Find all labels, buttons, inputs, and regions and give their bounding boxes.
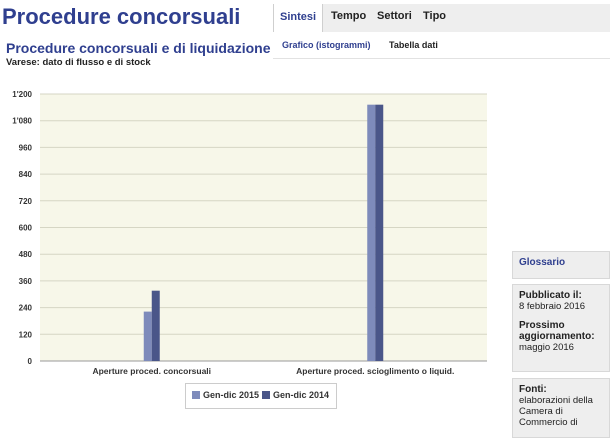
subtab-grafico[interactable]: Grafico (istogrammi) [282, 40, 371, 50]
tab-sintesi[interactable]: Sintesi [273, 4, 324, 34]
tab-bar: Sintesi Tempo Settori Tipo [273, 4, 610, 34]
y-tick-label: 360 [19, 277, 33, 286]
legend-item-2015[interactable]: Gen-dic 2015 [192, 390, 259, 400]
next-update-date: maggio 2016 [519, 342, 574, 353]
page-title: Procedure concorsuali [2, 4, 241, 29]
y-tick-label: 600 [19, 224, 33, 233]
y-tick-label: 240 [19, 304, 33, 313]
chart-legend: Gen-dic 2015 Gen-dic 2014 [185, 383, 337, 409]
y-tick-label: 120 [19, 330, 33, 339]
legend-item-2014[interactable]: Gen-dic 2014 [262, 390, 329, 400]
y-tick-label: 960 [19, 143, 33, 152]
bar [375, 104, 384, 362]
next-update-label: Prossimo aggiornamento: [519, 320, 595, 342]
x-tick-label: Aperture proced. scioglimento o liquid. [296, 366, 454, 376]
bar [367, 104, 376, 362]
y-tick-label: 1'080 [12, 117, 32, 126]
y-tick-label: 480 [19, 250, 33, 259]
legend-swatch-2014 [262, 391, 270, 399]
published-label: Pubblicato il: [519, 290, 582, 301]
y-tick-label: 840 [19, 170, 33, 179]
y-tick-label: 720 [19, 197, 33, 206]
publication-info-box: Pubblicato il: 8 febbraio 2016 Prossimo … [512, 284, 610, 372]
legend-label-2014: Gen-dic 2014 [273, 390, 330, 400]
bar-chart: 1'200 1'080 960 840 720 600 480 360 240 120 0 Apert… [12, 90, 487, 376]
legend-swatch-2015 [192, 391, 200, 399]
subtab-bar: Grafico (istogrammi) Tabella dati [273, 32, 610, 59]
y-tick-label: 1'200 [12, 90, 32, 99]
x-tick-label: Aperture proced. concorsuali [92, 366, 211, 376]
sources-text: elaborazioni della Camera di Commercio d… [519, 395, 593, 428]
glossary-box: Glossario [512, 251, 610, 279]
sources-box: Fonti: elaborazioni della Camera di Comm… [512, 378, 610, 438]
subtab-tabella[interactable]: Tabella dati [389, 40, 438, 50]
chart-subtitle: Varese: dato di flusso e di stock [6, 57, 151, 68]
y-tick-label: 0 [28, 357, 33, 366]
tab-tipo[interactable]: Tipo [423, 10, 447, 22]
tab-tempo[interactable]: Tempo [331, 10, 367, 22]
sources-label: Fonti: [519, 384, 547, 395]
chart-title: Procedure concorsuali e di liquidazione [6, 40, 271, 56]
legend-label-2015: Gen-dic 2015 [203, 390, 260, 400]
tab-settori[interactable]: Settori [377, 10, 412, 22]
published-date: 8 febbraio 2016 [519, 301, 586, 312]
bar [151, 290, 160, 361]
glossary-link[interactable]: Glossario [519, 257, 566, 268]
bar [143, 311, 152, 361]
